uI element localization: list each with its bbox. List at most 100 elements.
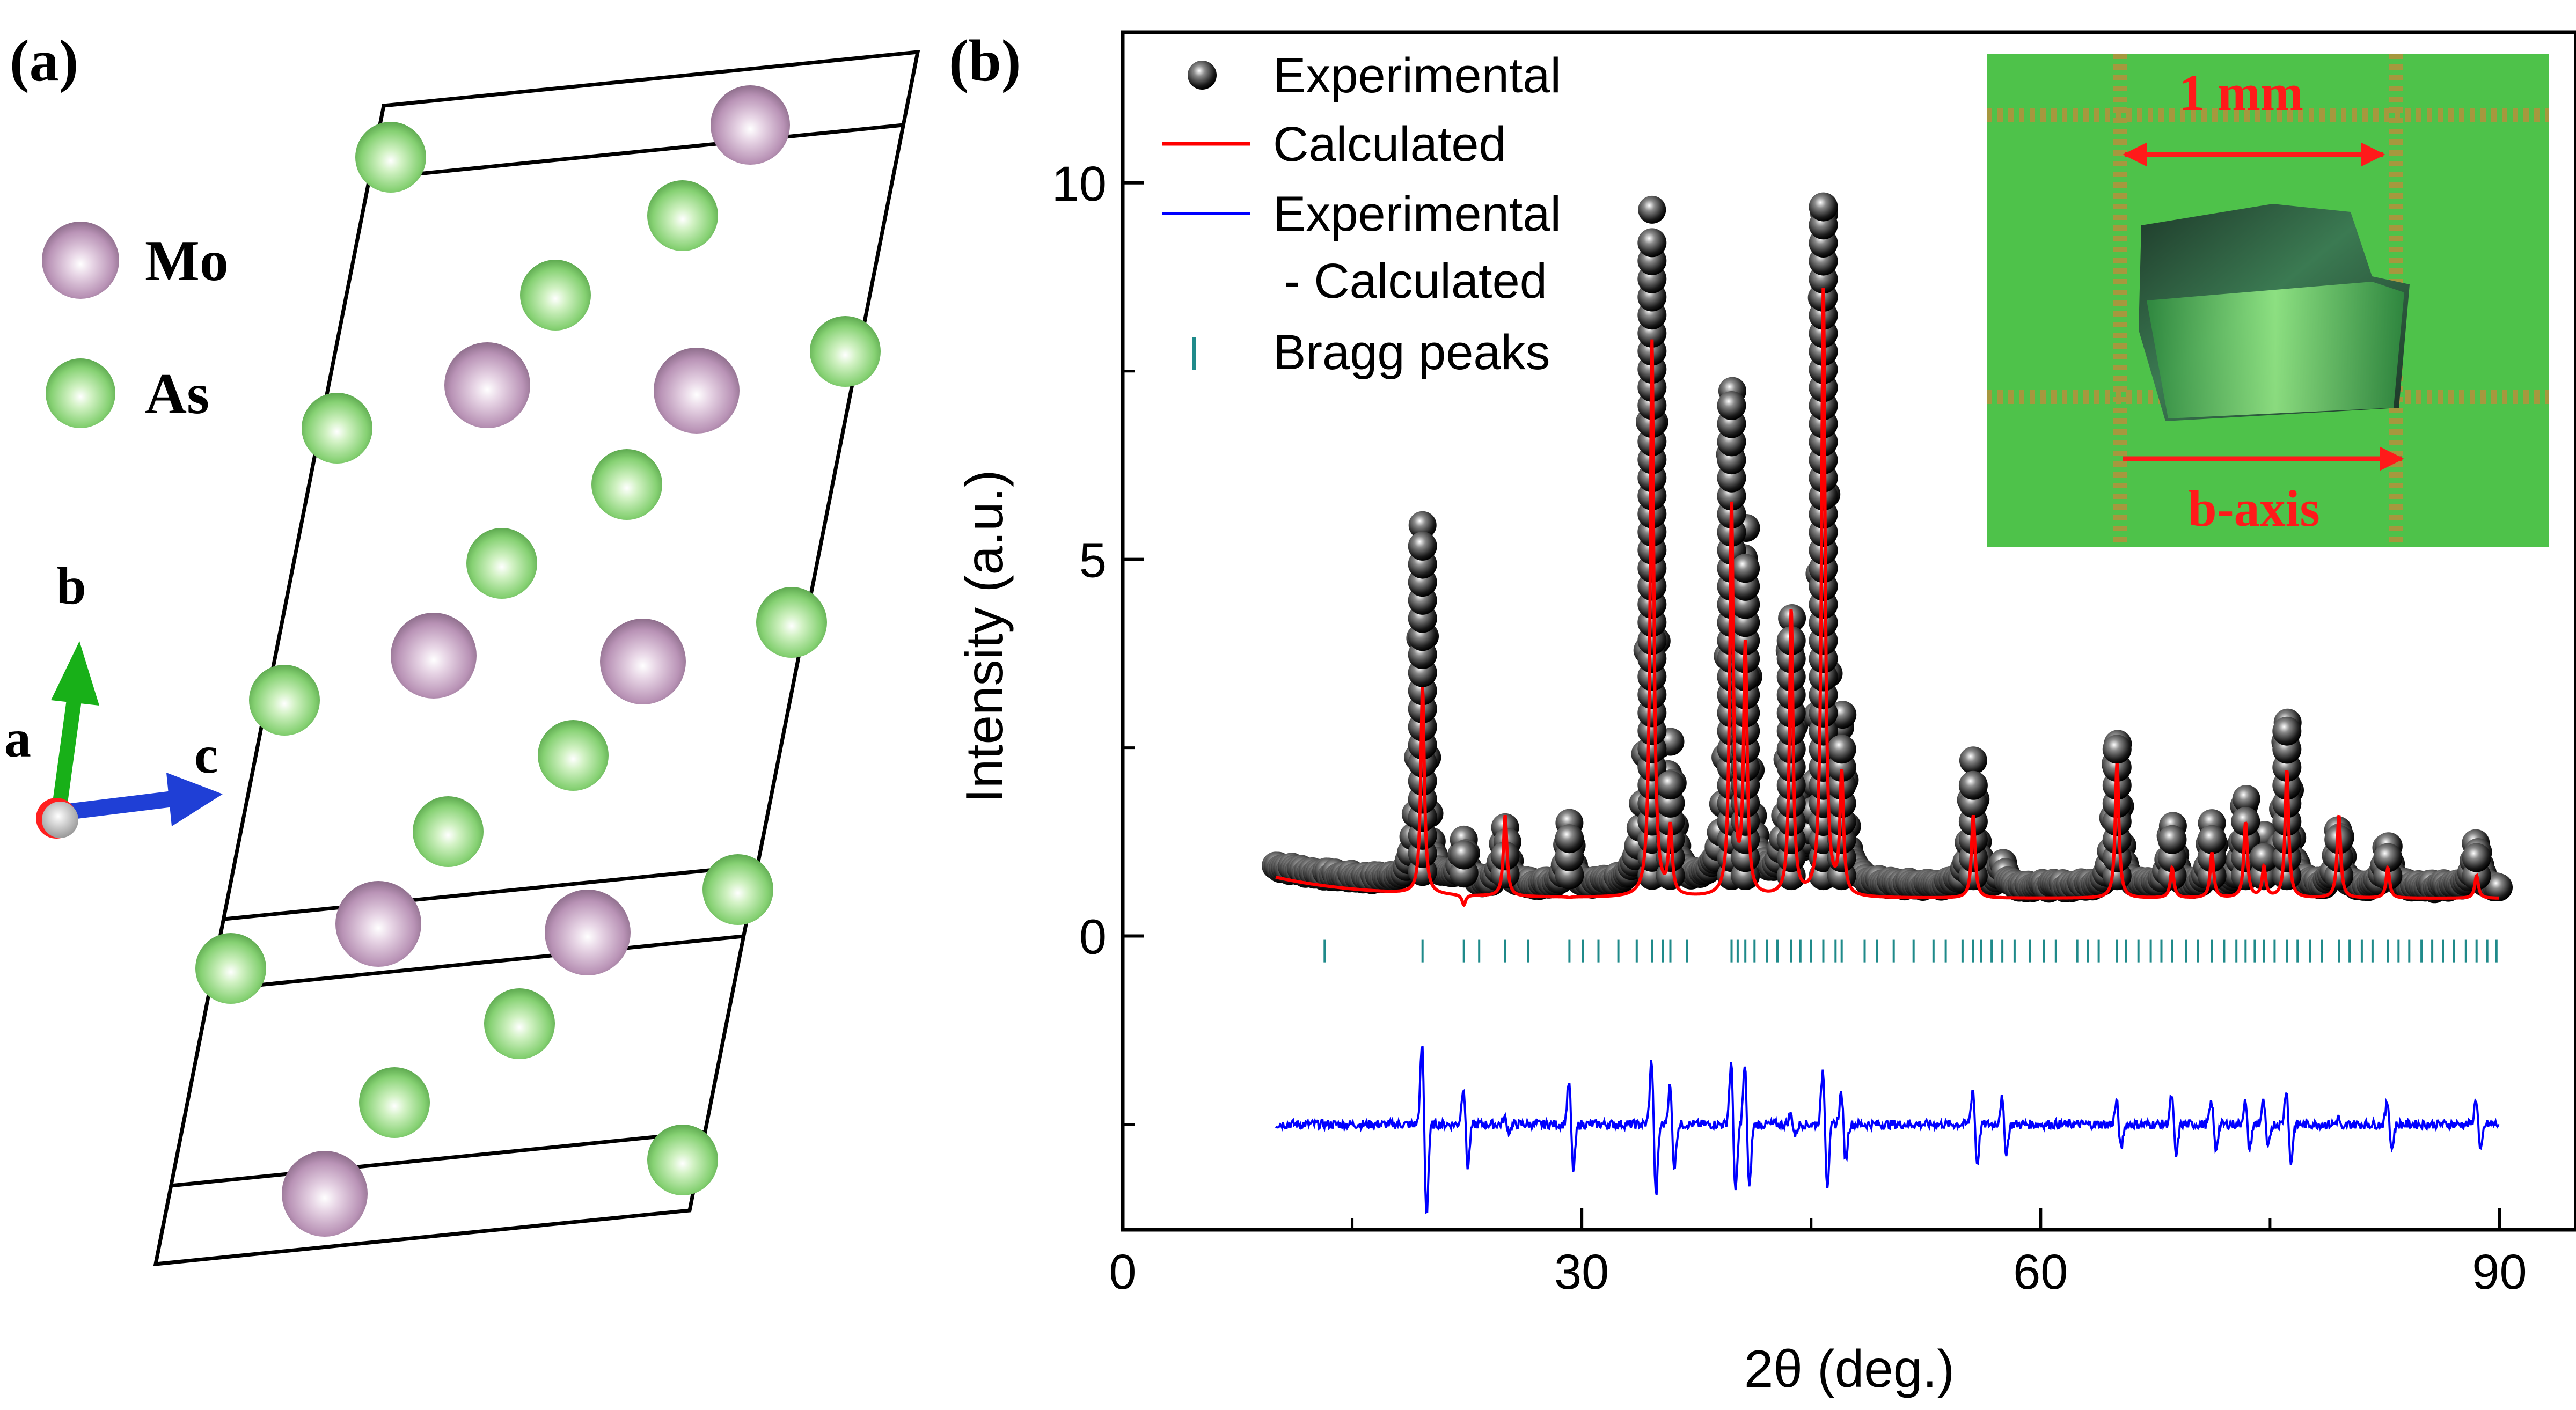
- b-axis-arrow-head: [51, 641, 99, 706]
- legend-mo-label: Mo: [145, 229, 229, 293]
- atom-legend: Mo As: [42, 222, 229, 428]
- c-axis-label: c: [194, 725, 218, 784]
- as-atom: [647, 1125, 718, 1195]
- legend-as-label: As: [145, 362, 209, 426]
- as-atom: [756, 587, 827, 658]
- difference-line: [1275, 1046, 2500, 1214]
- experimental-point: [1490, 841, 1520, 871]
- experimental-point: [1958, 770, 1988, 800]
- crystal-photo-inset: 1 mm b-axis: [1987, 54, 2549, 547]
- panel-b-xrd-chart: (b) 0 30 60 90 0 5 10 Intensity (a.u.) 2θ (deg…: [949, 28, 2576, 1398]
- experimental-point: [2157, 825, 2187, 854]
- unit-cell-line: [224, 863, 758, 921]
- experimental-point: [1449, 840, 1479, 870]
- legend-mo-sphere: [42, 222, 119, 299]
- experimental-point: [1638, 195, 1666, 224]
- as-atom: [359, 1067, 430, 1138]
- as-atom: [810, 316, 881, 387]
- mo-atom: [282, 1151, 368, 1237]
- origin-sphere: [42, 802, 78, 838]
- experimental-point: [1408, 531, 1437, 561]
- experimental-point: [1717, 391, 1746, 420]
- legend-difference-label-1: Experimental: [1273, 187, 1561, 241]
- unit-cell-line: [170, 1130, 704, 1188]
- y-tick-label: 10: [1052, 157, 1107, 211]
- experimental-point: [2462, 843, 2491, 872]
- calculated-line: [1275, 288, 2499, 907]
- c-axis-arrow-head: [166, 773, 223, 826]
- axis-ticks: 0 30 60 90 0 5 10: [1052, 157, 2527, 1299]
- legend-difference-label-2: - Calculated: [1284, 254, 1547, 309]
- plot-frame: [1121, 30, 2576, 1232]
- experimental-point: [2249, 843, 2279, 872]
- x-axis-title: 2θ (deg.): [1744, 1339, 1955, 1398]
- panel-b-label: (b): [949, 28, 1021, 93]
- as-atom: [413, 796, 484, 867]
- unit-cell-outline: [153, 50, 920, 1266]
- crystal-face: [2147, 282, 2404, 418]
- legend-as-sphere: [46, 358, 115, 428]
- as-atom: [591, 449, 662, 520]
- y-axis-title: Intensity (a.u.): [955, 470, 1014, 803]
- experimental-point: [2485, 873, 2513, 901]
- as-atom: [466, 528, 537, 599]
- panel-a-crystal-structure: (a) Mo As: [4, 28, 920, 1266]
- legend-calculated-label: Calculated: [1273, 117, 1506, 172]
- mo-atom: [391, 613, 477, 699]
- axis-triad: b a c: [4, 556, 223, 839]
- plot-area: [1262, 192, 2513, 1214]
- unit-cell-line: [210, 934, 744, 992]
- experimental-point: [1827, 735, 1856, 764]
- x-tick-label: 60: [2013, 1245, 2068, 1299]
- b-axis-label: b: [56, 556, 86, 615]
- chart-legend: Experimental Calculated Experimental - C…: [1162, 48, 1561, 380]
- y-tick-label: 5: [1079, 533, 1107, 588]
- as-atom: [355, 122, 426, 193]
- as-atom: [702, 854, 773, 925]
- mo-atom: [444, 342, 530, 428]
- experimental-point: [1555, 824, 1584, 854]
- experimental-point: [1809, 192, 1838, 222]
- scale-label: 1 mm: [2179, 64, 2303, 121]
- experimental-point: [1408, 511, 1437, 539]
- atoms: [195, 85, 881, 1237]
- as-atom: [647, 180, 718, 251]
- legend-bragg-label: Bragg peaks: [1273, 325, 1550, 380]
- experimental-point: [2373, 843, 2403, 872]
- b-axis-arrow-shaft: [52, 691, 83, 811]
- unit-cell-line: [370, 123, 904, 181]
- mo-atom: [600, 619, 686, 704]
- x-tick-label: 0: [1109, 1245, 1136, 1299]
- mo-atom: [654, 348, 740, 434]
- as-atom: [195, 933, 266, 1004]
- x-tick-label: 30: [1554, 1245, 1609, 1299]
- bragg-peaks-series: [1323, 939, 2498, 963]
- experimental-point: [1959, 746, 1987, 775]
- b-axis-direction-label: b-axis: [2188, 480, 2319, 537]
- experimental-point: [2231, 807, 2260, 836]
- a-axis-label: a: [4, 709, 31, 768]
- experimental-point: [2232, 785, 2260, 813]
- as-atom: [302, 393, 372, 464]
- y-tick-label: 0: [1079, 910, 1107, 965]
- experimental-point: [1731, 554, 1760, 583]
- experimental-point: [2102, 735, 2132, 764]
- panel-a-label: (a): [10, 28, 78, 93]
- legend-experimental-label: Experimental: [1273, 48, 1561, 103]
- as-atom: [520, 260, 591, 331]
- as-atom: [249, 665, 320, 736]
- experimental-point: [2197, 825, 2227, 854]
- c-axis-arrow-shaft: [58, 790, 178, 821]
- legend-experimental-marker: [1188, 61, 1217, 90]
- as-atom: [538, 720, 609, 791]
- unit-cell: [153, 50, 920, 1266]
- mo-atom: [711, 85, 790, 165]
- mo-atom: [545, 890, 631, 975]
- x-tick-label: 90: [2472, 1245, 2527, 1299]
- experimental-point: [2272, 716, 2302, 746]
- as-atom: [484, 988, 555, 1059]
- experimental-point: [1656, 770, 1685, 800]
- experimental-point: [1637, 228, 1667, 258]
- mo-atom: [335, 881, 421, 967]
